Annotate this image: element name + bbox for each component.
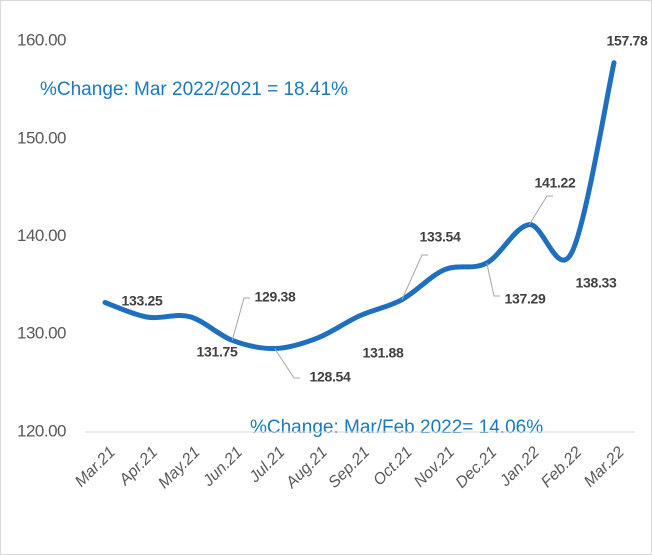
annotation: %Change: Mar/Feb 2022= 14.06% xyxy=(250,417,543,438)
data-label: 129.38 xyxy=(254,289,296,305)
y-tick-label: 120.00 xyxy=(17,421,66,440)
data-label: 157.78 xyxy=(606,33,648,49)
data-label: 138.33 xyxy=(575,275,617,291)
data-label: 131.75 xyxy=(196,344,238,360)
leader-line xyxy=(401,254,428,300)
y-tick-label: 130.00 xyxy=(17,324,66,343)
data-label: 137.29 xyxy=(504,291,546,307)
data-label: 131.88 xyxy=(362,345,404,361)
leader-line xyxy=(486,262,500,297)
data-line xyxy=(102,60,617,352)
annotation: %Change: Mar 2022/2021 = 18.41% xyxy=(40,79,348,100)
data-label: 128.54 xyxy=(309,369,351,385)
data-label: 141.22 xyxy=(534,175,576,191)
leader-line xyxy=(231,297,250,341)
data-label: 133.54 xyxy=(419,229,461,245)
y-tick-label: 150.00 xyxy=(17,128,66,147)
leader-line xyxy=(274,348,300,379)
y-tick-label: 140.00 xyxy=(17,226,66,245)
data-label: 133.25 xyxy=(121,293,163,309)
leader-line xyxy=(528,195,553,225)
y-tick-label: 160.00 xyxy=(17,31,66,50)
